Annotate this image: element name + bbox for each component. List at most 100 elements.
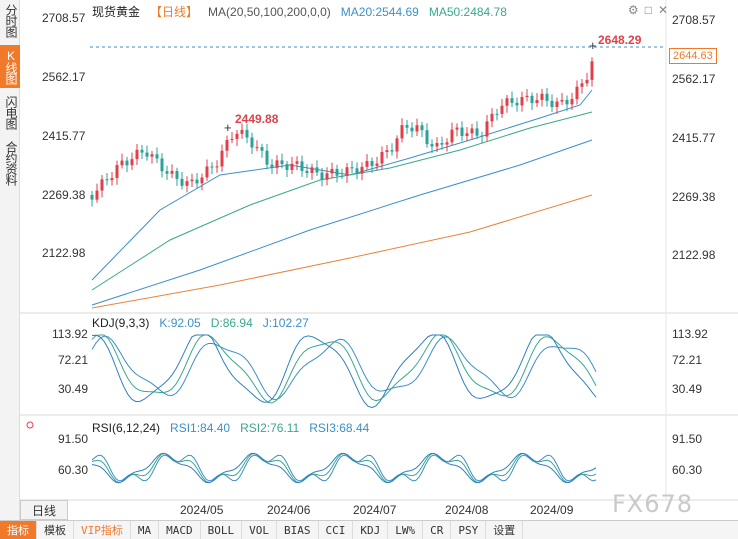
price-axis-left-1: 2562.17 xyxy=(42,70,86,84)
candle-body xyxy=(200,177,204,184)
bias-button[interactable]: BIAS xyxy=(277,521,319,539)
candle-body xyxy=(510,98,514,103)
candle-body xyxy=(260,147,264,151)
candle-body xyxy=(115,165,119,179)
vol-button[interactable]: VOL xyxy=(242,521,277,539)
cr-button[interactable]: CR xyxy=(423,521,452,539)
ma-parameters[interactable]: MA(20,50,100,200,0,0) xyxy=(208,4,331,19)
tab-timeshare[interactable]: 分时图 xyxy=(4,4,18,37)
candle-body xyxy=(220,150,224,167)
candle-body xyxy=(135,149,139,160)
candle-body xyxy=(140,149,144,153)
kdj-k-value: K:92.05 xyxy=(159,316,201,330)
vip-indicator-tab[interactable]: VIP指标 xyxy=(74,521,131,539)
rsi-label[interactable]: RSI(6,12,24) xyxy=(92,421,161,435)
boll-button[interactable]: BOLL xyxy=(201,521,243,539)
candle-body xyxy=(170,171,174,174)
tab-flash-chart[interactable]: 闪电图 xyxy=(4,96,18,129)
rsi1-value: RSI1:84.40 xyxy=(170,421,231,435)
ma-button[interactable]: MA xyxy=(131,521,160,539)
x-axis-label-2: 2024/07 xyxy=(353,503,397,517)
panel-controls: ⚙ □ ✕ xyxy=(628,3,668,17)
candle-body xyxy=(435,143,439,147)
kdj-axis-right-2: 30.49 xyxy=(672,382,703,396)
price-axis-right-1: 2562.17 xyxy=(672,72,716,86)
candle-body xyxy=(225,139,229,151)
lw-button[interactable]: LW% xyxy=(388,521,424,539)
psy-button[interactable]: PSY xyxy=(451,521,487,539)
main-legend: 现货黄金 【日线】 MA(20,50,100,200,0,0) MA20:254… xyxy=(92,3,507,20)
candle-body xyxy=(150,154,154,157)
candle-body xyxy=(210,166,214,168)
candle-body xyxy=(455,127,459,130)
chart-type-sidebar: 分时图 K线图 闪电图 合约资料 xyxy=(0,0,20,520)
candle-body xyxy=(110,178,114,181)
candle-body xyxy=(350,167,354,169)
rsi-axis-right-0: 91.50 xyxy=(672,432,703,446)
candle-body xyxy=(185,181,189,186)
candle-body xyxy=(195,179,199,184)
candle-body xyxy=(535,99,539,104)
candle-body xyxy=(470,128,474,134)
candle-body xyxy=(585,79,589,84)
tab-kline[interactable]: K线图 xyxy=(0,45,20,88)
candle-body xyxy=(290,163,294,170)
candle-body xyxy=(495,113,499,115)
marked-high-label: 2449.88 xyxy=(235,112,279,126)
candle-body xyxy=(445,142,449,145)
candle-body xyxy=(180,178,184,186)
candle-body xyxy=(400,125,404,139)
kdj-label[interactable]: KDJ(9,3,3) xyxy=(92,316,150,330)
candle-body xyxy=(370,161,374,166)
period-label[interactable]: 【日线】 xyxy=(150,5,199,19)
candle-body xyxy=(215,166,219,168)
kdj-button[interactable]: KDJ xyxy=(353,521,389,539)
template-tab[interactable]: 模板 xyxy=(37,521,74,539)
indicator-tab[interactable]: 指标 xyxy=(0,521,37,539)
x-axis-label-0: 2024/05 xyxy=(180,503,224,517)
candle-body xyxy=(330,168,334,174)
tab-contract-info[interactable]: 合约资料 xyxy=(4,141,18,185)
x-axis-label-1: 2024/06 xyxy=(267,503,311,517)
price-axis-right-0: 2708.57 xyxy=(672,13,716,27)
candle-body xyxy=(230,138,234,140)
candlestick-series xyxy=(90,57,594,207)
candle-body xyxy=(490,113,494,122)
candle-body xyxy=(590,61,594,80)
minimize-icon[interactable]: □ xyxy=(644,3,652,17)
candle-body xyxy=(320,172,324,180)
x-axis-label-3: 2024/08 xyxy=(445,503,489,517)
instrument-title: 现货黄金 xyxy=(92,5,141,19)
candle-body xyxy=(120,160,124,166)
candle-body xyxy=(475,128,479,136)
macd-button[interactable]: MACD xyxy=(159,521,201,539)
rsi-axis-right-1: 60.30 xyxy=(672,463,703,477)
candle-body xyxy=(315,167,319,173)
kdj-axis-right-1: 72.21 xyxy=(672,353,703,367)
price-chart[interactable]: + + xyxy=(20,0,738,520)
candle-body xyxy=(255,147,259,149)
cci-button[interactable]: CCI xyxy=(319,521,354,539)
candle-body xyxy=(505,98,509,106)
period-selector[interactable]: 日线 xyxy=(20,500,68,520)
candle-body xyxy=(460,127,464,137)
candle-body xyxy=(555,101,559,107)
close-icon[interactable]: ✕ xyxy=(657,3,668,17)
candle-body xyxy=(355,168,359,174)
candle-body xyxy=(480,135,484,137)
candle-body xyxy=(500,105,504,114)
settings-tab[interactable]: 设置 xyxy=(486,521,524,539)
indicator-toolbar: 指标 模板 VIP指标 MA MACD BOLL VOL BIAS CCI KD… xyxy=(0,520,738,539)
candle-body xyxy=(360,166,364,174)
candle-body xyxy=(450,129,454,143)
candle-body xyxy=(280,160,284,165)
candle-body xyxy=(305,170,309,173)
candle-body xyxy=(520,97,524,106)
high-price-label: 2648.29 xyxy=(598,33,642,47)
candle-body xyxy=(420,125,424,131)
rsi-settings-icon xyxy=(26,421,34,429)
price-axis-left-2: 2415.77 xyxy=(42,129,86,143)
candle-body xyxy=(575,86,579,100)
settings-icon[interactable]: ⚙ xyxy=(627,3,639,17)
candle-body xyxy=(375,163,379,166)
